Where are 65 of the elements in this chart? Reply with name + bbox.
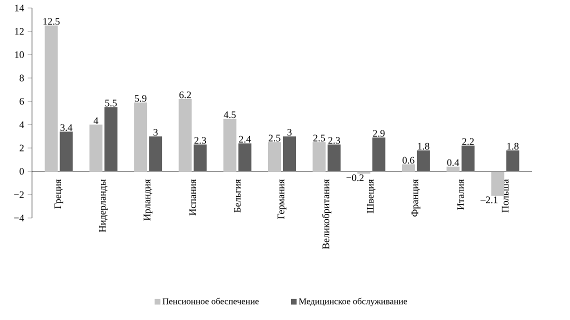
data-label: 5.9 [134,95,146,102]
x-tick-label: Великобритания [322,179,332,250]
y-tick-label: 6 [20,98,24,105]
data-label: 3 [154,128,158,136]
x-tick-label: Бельгия [234,179,241,212]
bar [446,166,460,172]
x-tick-label: Франция [412,179,420,217]
bar [104,107,118,172]
data-label: 2.5 [313,134,325,142]
bar [416,150,430,172]
data-label: 5.5 [105,100,117,106]
data-label: 3.4 [60,124,72,131]
data-label: 2.2 [462,138,474,145]
data-label: 2.3 [194,137,206,144]
bar [89,124,102,172]
y-tick-label: 10 [15,51,24,58]
bar [194,144,207,172]
x-tick-label: Швеция [367,179,376,214]
x-tick-label: Германия [278,179,286,219]
data-label: 4 [94,117,98,124]
data-label: 6.2 [179,92,191,98]
x-tick-label: Греция [54,179,64,209]
data-label: 12.5 [43,18,60,25]
y-tick-label: −4 [14,214,24,222]
bar [60,132,73,172]
y-tick-label: 2 [20,144,24,152]
y-tick-label: 0 [20,168,24,175]
data-label: –2.1 [480,196,498,204]
bar [178,99,192,172]
bar [402,164,415,172]
bar [223,118,236,172]
data-label: 1.8 [418,142,430,150]
y-tick-label: 12 [15,28,24,35]
x-tick-label: Нидерланды [99,179,108,232]
data-label: 3 [287,128,292,136]
data-label: 2.9 [373,130,385,137]
bar [283,136,296,172]
x-tick-label: Польша [502,179,509,212]
y-tick-label: 8 [20,74,24,82]
bar [372,138,386,172]
data-label: 2.5 [268,134,280,142]
data-label: 2.4 [239,136,251,143]
data-label: −0.2 [346,174,364,182]
legend-label: Медицинское обслуживание [298,298,408,306]
legend-label: Пенсионное обеспечение [162,298,259,304]
x-tick-label: Италия [457,179,464,210]
data-label: 0.4 [447,159,460,166]
bar [238,143,252,172]
y-tick-label: 14 [15,4,24,12]
bar [506,150,520,172]
data-label: 1.8 [507,142,519,150]
bar [328,144,341,172]
bar [44,26,58,172]
bar [134,102,148,172]
y-tick-label: 4 [19,121,24,128]
bar [462,146,475,172]
bar [149,136,162,172]
bar [312,142,326,172]
data-label: 4.5 [224,111,236,118]
x-tick-label: Испания [189,179,196,216]
x-tick-label: Ирландия [144,179,152,221]
data-label: 0.6 [402,156,414,164]
bar [268,142,282,172]
y-tick-label: −2 [14,191,24,198]
data-label: 2.3 [328,137,340,144]
